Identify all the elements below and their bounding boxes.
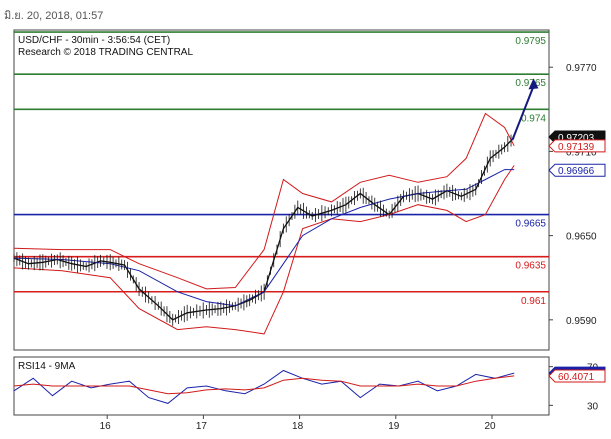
- level-label-4: 0.9635: [515, 261, 546, 272]
- price-tag-label-2: 0.96966: [558, 166, 595, 177]
- rsi-title: RSI14 - 9MA: [18, 361, 76, 372]
- x-tick-label-4: 20: [484, 421, 496, 432]
- level-label-3: 0.9665: [515, 219, 546, 230]
- timestamp: มิ.ย. 20, 2018, 01:57: [4, 10, 104, 22]
- y-tick-label-0: 0.9770: [566, 63, 597, 74]
- price-tag-box-1: [548, 139, 606, 153]
- level-label-0: 0.9795: [515, 36, 546, 47]
- rsi-tag-label-1: 60.4071: [558, 372, 595, 383]
- price-tag-label-1: 0.97139: [558, 142, 595, 153]
- rsi-tag-box-1: [548, 369, 606, 383]
- level-label-2: 0.974: [521, 113, 546, 124]
- rsi-y-tick-label-1: 30: [587, 401, 599, 412]
- series-ma: [13, 169, 515, 307]
- price-panel-frame: [13, 29, 550, 351]
- price-tag-box-2: [548, 163, 606, 177]
- x-tick-label-0: 16: [100, 421, 112, 432]
- x-tick-label-2: 18: [292, 421, 304, 432]
- y-tick-label-1: 0.9710: [566, 147, 597, 158]
- price-bars: [13, 134, 512, 326]
- forecast-arrow-head: [528, 78, 539, 90]
- series-lower_band: [13, 165, 515, 335]
- y-tick-label-3: 0.9590: [566, 316, 597, 327]
- chart-subtitle: Research © 2018 TRADING CENTRAL: [18, 47, 193, 58]
- y-tick-label-2: 0.9650: [566, 232, 597, 243]
- series-upper_band: [13, 112, 515, 290]
- price-tag-label-0: 0.97203: [558, 133, 595, 144]
- rsi-series-rsi: [13, 369, 515, 404]
- rsi-series-rsi_ma: [13, 375, 515, 395]
- x-tick-label-1: 17: [196, 421, 208, 432]
- level-label-5: 0.961: [521, 296, 546, 307]
- level-label-1: 0.9765: [515, 78, 546, 89]
- chart-title: USD/CHF - 30min - 3:56:54 (CET): [18, 35, 170, 46]
- forecast-arrow-line: [511, 86, 535, 141]
- x-tick-label-3: 19: [388, 421, 400, 432]
